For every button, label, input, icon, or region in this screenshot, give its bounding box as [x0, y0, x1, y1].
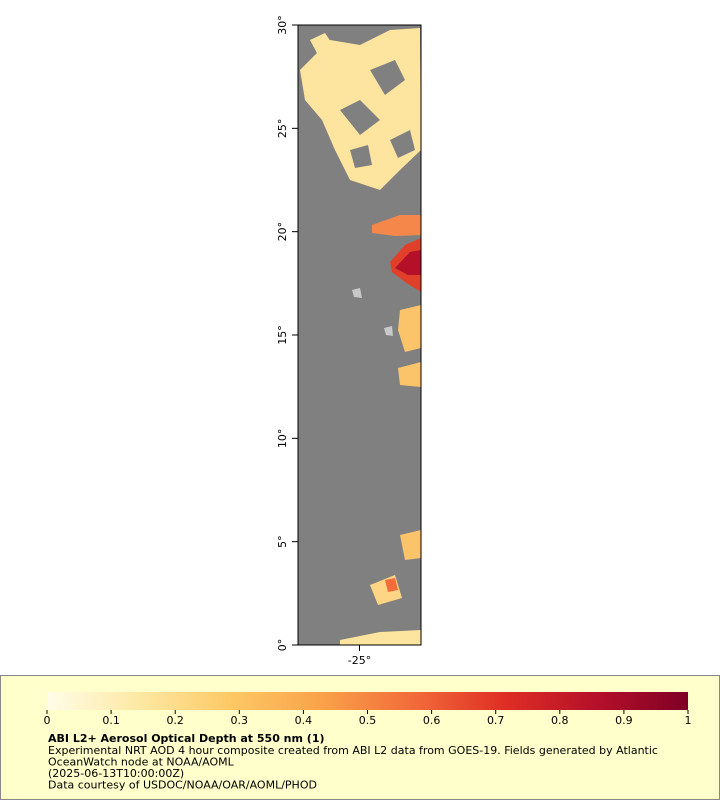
legend-line: Data courtesy of USDOC/NOAA/OAR/AOML/PHO… — [48, 779, 317, 792]
colorbar-tick-label: 0.9 — [615, 714, 633, 727]
y-tick-label: 25° — [276, 119, 289, 139]
y-tick-label: 5° — [276, 535, 289, 548]
aerosol-field — [300, 28, 421, 645]
legend-title: ABI L2+ Aerosol Optical Depth at 550 nm … — [48, 732, 325, 745]
y-tick-label: 20° — [276, 222, 289, 242]
legend-line: (2025-06-13T10:00:00Z) — [48, 767, 184, 780]
colorbar-tick-label: 0 — [44, 714, 51, 727]
y-tick-label: 15° — [276, 325, 289, 345]
y-tick-label: 30° — [276, 15, 289, 35]
colorbar-tick-label: 0.5 — [359, 714, 377, 727]
colorbar-tick-label: 0.6 — [423, 714, 441, 727]
x-tick-label: -25° — [348, 654, 371, 667]
colorbar-tick-label: 0.3 — [231, 714, 249, 727]
legend-line: Experimental NRT AOD 4 hour composite cr… — [48, 744, 658, 757]
y-tick-label: 0° — [276, 639, 289, 652]
colorbar-tick-label: 0.7 — [487, 714, 505, 727]
colorbar-tick-label: 0.1 — [102, 714, 120, 727]
colorbar — [47, 692, 688, 710]
y-tick-label: 10° — [276, 429, 289, 449]
colorbar-tick-label: 0.2 — [166, 714, 184, 727]
colorbar-tick-label: 0.8 — [551, 714, 569, 727]
legend-line: OceanWatch node at NOAA/AOML — [48, 756, 235, 769]
colorbar-tick-label: 0.4 — [295, 714, 313, 727]
colorbar-tick-label: 1 — [685, 714, 692, 727]
